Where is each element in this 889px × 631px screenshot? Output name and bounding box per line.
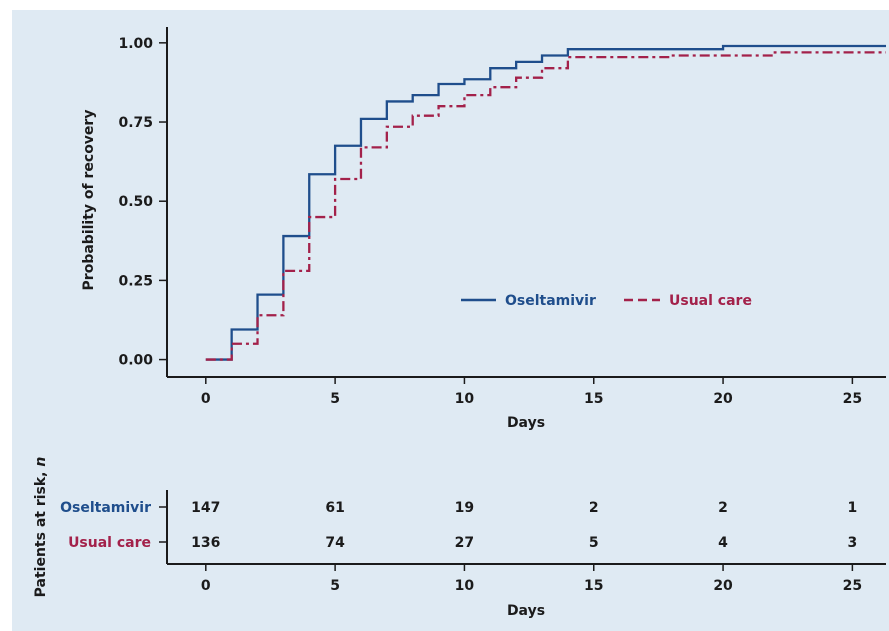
risk-count-oseltamivir: 1 <box>848 500 858 516</box>
risk-count-usual-care: 5 <box>589 535 599 551</box>
risk-count-oseltamivir: 147 <box>191 500 220 516</box>
risk-x-tick-label: 20 <box>713 578 733 594</box>
risk-count-usual-care: 74 <box>325 535 345 551</box>
risk-x-tick-label: 10 <box>455 578 475 594</box>
risk-table: Patients at risk, n Oseltamivir Usual ca… <box>33 457 886 619</box>
risk-x-ticks: 0 5 10 15 20 25 <box>201 564 862 594</box>
y-ticks: 0.00 0.25 0.50 0.75 1.00 <box>118 36 167 369</box>
risk-x-tick-label: 5 <box>330 578 340 594</box>
y-tick-label: 0.75 <box>118 115 153 131</box>
risk-count-oseltamivir: 2 <box>589 500 599 516</box>
x-tick-label: 20 <box>713 391 733 407</box>
series-line-oseltamivir <box>205 44 886 361</box>
x-ticks: 0 5 10 15 20 25 <box>201 377 862 407</box>
y-tick-label: 0.25 <box>118 273 153 289</box>
risk-count-usual-care: 3 <box>848 535 858 551</box>
y-tick-label: 1.00 <box>118 36 153 52</box>
risk-table-y-label-text: Patients at risk, <box>33 467 49 598</box>
risk-cells: 147 61 19 2 2 1 136 74 27 5 4 3 <box>191 500 857 551</box>
risk-count-oseltamivir: 19 <box>455 500 474 516</box>
figure-panel <box>12 10 889 631</box>
survival-curves <box>205 44 886 361</box>
risk-table-y-label-n: n <box>33 457 49 467</box>
x-tick-label: 25 <box>843 391 862 407</box>
x-tick-label: 5 <box>330 391 340 407</box>
legend: Oseltamivir Usual care <box>461 293 752 309</box>
x-tick-label: 0 <box>201 391 211 407</box>
risk-x-tick-label: 15 <box>584 578 603 594</box>
x-tick-label: 10 <box>455 391 475 407</box>
risk-x-tick-label: 25 <box>843 578 862 594</box>
risk-count-usual-care: 136 <box>191 535 220 551</box>
risk-table-y-label: Patients at risk, n <box>33 457 49 598</box>
risk-x-tick-label: 0 <box>201 578 211 594</box>
risk-table-x-label: Days <box>507 603 545 619</box>
risk-count-oseltamivir: 2 <box>718 500 728 516</box>
x-tick-label: 15 <box>584 391 603 407</box>
risk-count-usual-care: 27 <box>455 535 474 551</box>
series-line-usual-care <box>205 51 886 361</box>
y-tick-label: 0.50 <box>118 194 153 210</box>
risk-row-label-oseltamivir: Oseltamivir <box>60 500 151 516</box>
risk-count-usual-care: 4 <box>718 535 728 551</box>
x-axis-label: Days <box>507 415 545 431</box>
y-tick-label: 0.00 <box>118 353 153 369</box>
risk-count-oseltamivir: 61 <box>325 500 344 516</box>
legend-label-oseltamivir: Oseltamivir <box>505 293 596 309</box>
km-plot: 0.00 0.25 0.50 0.75 1.00 0 5 10 15 20 25 Probabil… <box>81 27 886 431</box>
legend-label-usual-care: Usual care <box>669 293 752 309</box>
y-axis-label: Probability of recovery <box>81 110 97 291</box>
risk-row-label-usual-care: Usual care <box>68 535 151 551</box>
